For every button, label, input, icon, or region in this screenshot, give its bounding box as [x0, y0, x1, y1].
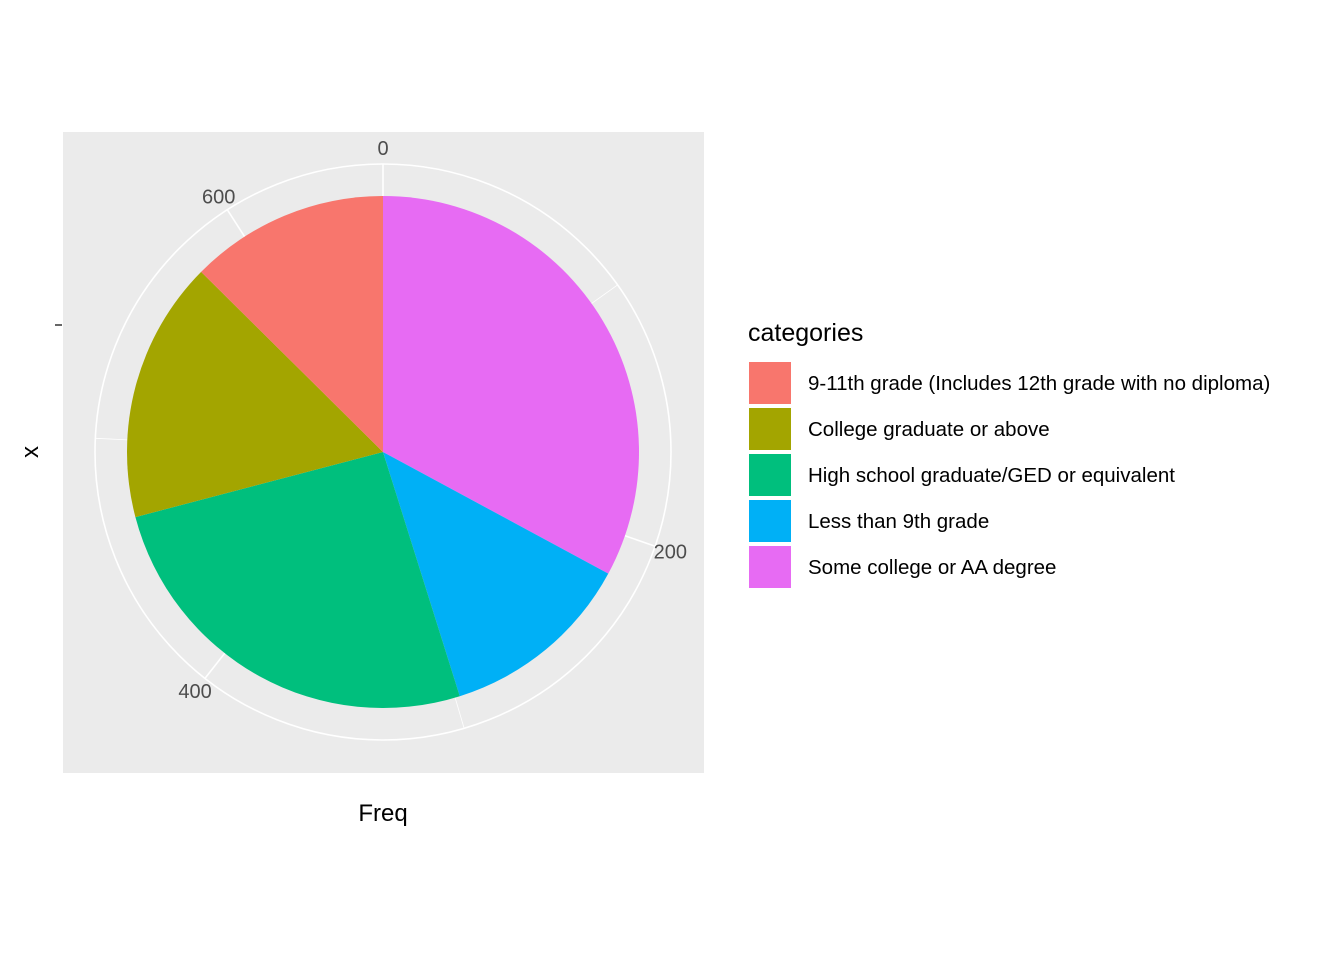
x-axis-title: Freq	[358, 800, 407, 827]
legend-label: College graduate or above	[808, 418, 1050, 441]
slice-college-graduate-or-above	[126, 271, 383, 518]
theta-tick-label: 200	[654, 541, 687, 563]
slice-less-than-9th-grade	[383, 452, 609, 697]
legend-key	[747, 544, 793, 590]
slice-9-11th-grade-includes-12th-grade-with-no-diploma	[201, 196, 383, 452]
y-axis-title: x	[17, 446, 44, 458]
theta-tick-label: 600	[202, 186, 235, 208]
pie-slices	[126, 196, 639, 708]
legend-label: Some college or AA degree	[808, 556, 1056, 579]
slice-high-school-graduate-ged-or-equivalent	[135, 452, 460, 708]
slice-some-college-or-aa-degree	[383, 196, 639, 574]
legend: categories 9-11th grade (Includes 12th g…	[747, 319, 1270, 590]
legend-key	[747, 406, 793, 452]
theta-tick-labels: 0 200 400 600	[178, 138, 687, 703]
theta-tick-label: 0	[377, 138, 388, 160]
legend-label: 9-11th grade (Includes 12th grade with n…	[808, 372, 1270, 395]
legend-title: categories	[748, 319, 863, 347]
legend-label: High school graduate/GED or equivalent	[808, 464, 1175, 487]
legend-key	[747, 452, 793, 498]
theta-tick-label: 400	[178, 681, 211, 703]
legend-key	[747, 360, 793, 406]
legend-label: Less than 9th grade	[808, 510, 989, 533]
legend-key	[747, 498, 793, 544]
